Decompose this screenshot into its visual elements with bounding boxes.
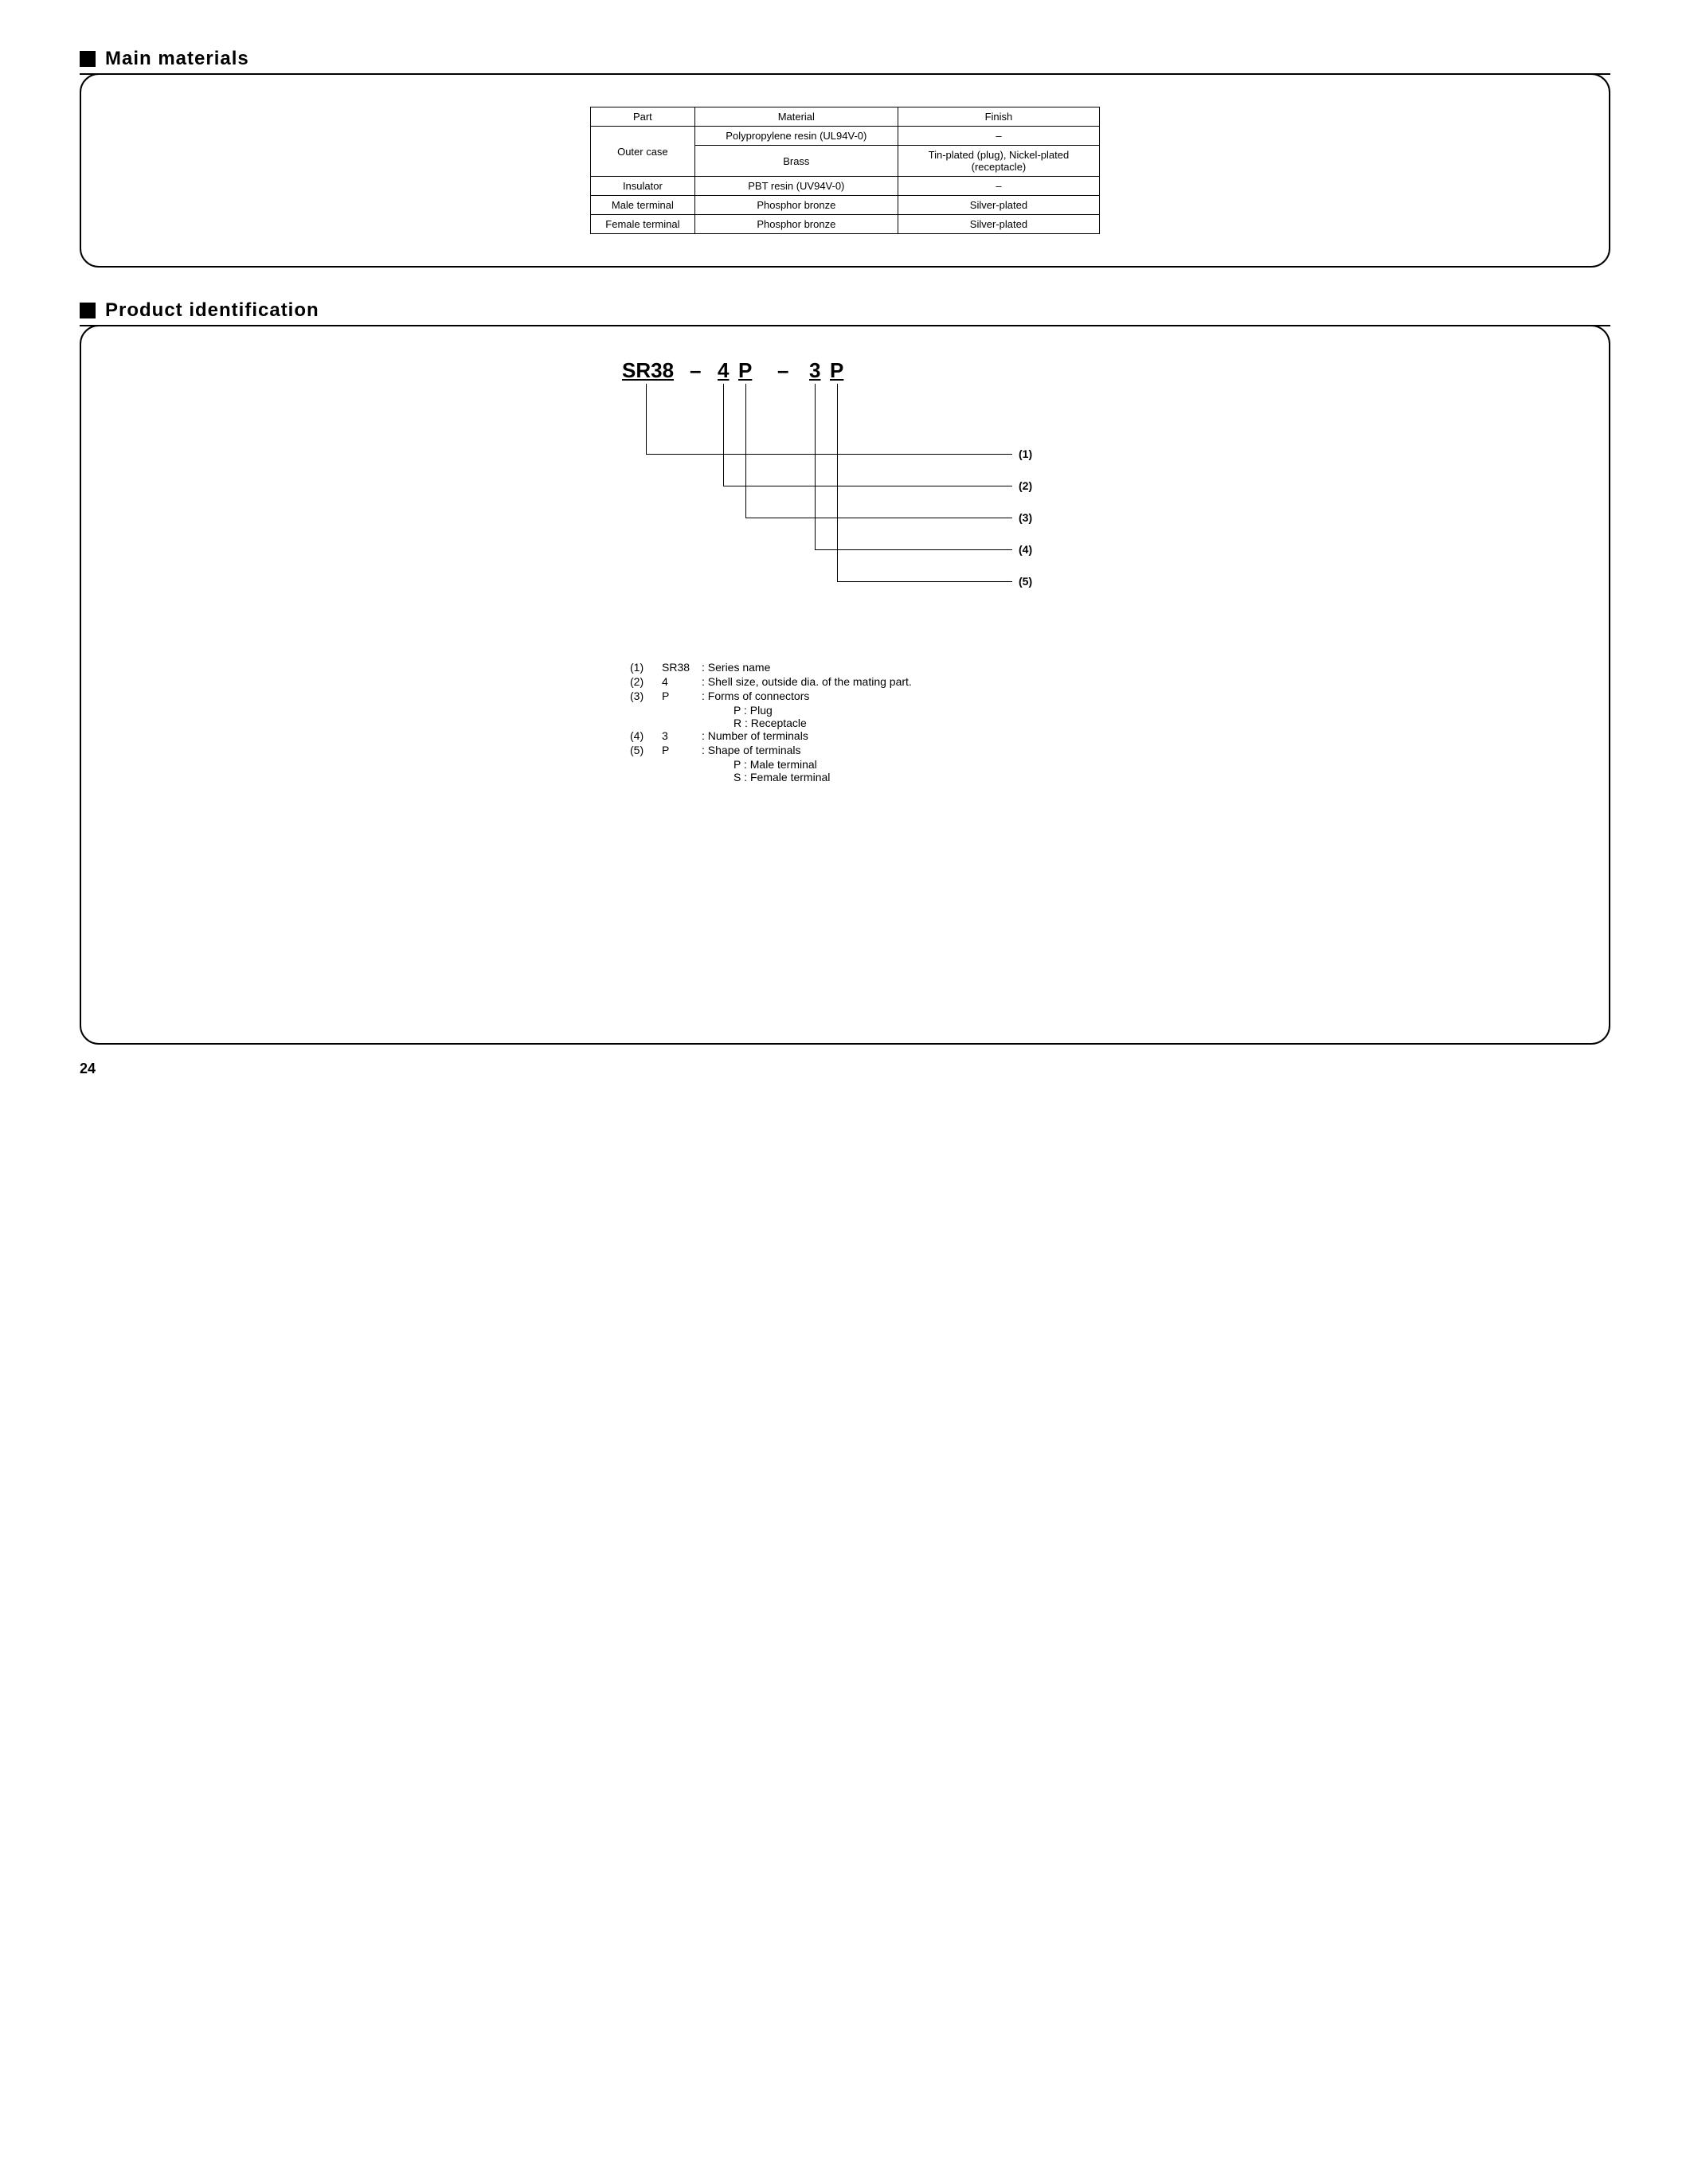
line <box>837 581 1012 582</box>
cell-part: Male terminal <box>591 196 695 215</box>
col-part: Part <box>591 107 695 127</box>
cell-finish: Tin-plated (plug), Nickel-plated (recept… <box>898 146 1099 177</box>
col-finish: Finish <box>898 107 1099 127</box>
legend-num: (5) <box>630 744 662 756</box>
product-id-panel: SR38 – 4 P – 3 P (1) (2) (3) (4) (5) (1) <box>80 325 1610 1045</box>
line <box>723 384 724 486</box>
legend-code: 3 <box>662 729 702 742</box>
code-p3b: P <box>830 358 843 383</box>
col-material: Material <box>694 107 898 127</box>
table-row: Male terminal Phosphor bronze Silver-pla… <box>591 196 1100 215</box>
cell-part: Female terminal <box>591 215 695 234</box>
table-row: Insulator PBT resin (UV94V-0) – <box>591 177 1100 196</box>
code-dash: – <box>777 358 788 383</box>
cell-finish: – <box>898 127 1099 146</box>
legend-desc: : Number of terminals <box>702 729 1060 742</box>
legend-row: (4) 3 : Number of terminals <box>630 729 1060 742</box>
legend-row: (3) P : Forms of connectors <box>630 690 1060 702</box>
legend-sub: P : Male terminal <box>734 758 1060 771</box>
legend-sub: P : Plug <box>734 704 1060 717</box>
callout-3: (3) <box>1019 511 1032 524</box>
product-id-diagram: SR38 – 4 P – 3 P (1) (2) (3) (4) (5) <box>598 358 1092 629</box>
legend-row: (5) P : Shape of terminals <box>630 744 1060 756</box>
code-p2a: 4 <box>718 358 729 383</box>
table-row: Outer case Polypropylene resin (UL94V-0)… <box>591 127 1100 146</box>
code-p3a: 3 <box>809 358 820 383</box>
cell-material: Brass <box>694 146 898 177</box>
table-row: Female terminal Phosphor bronze Silver-p… <box>591 215 1100 234</box>
legend: (1) SR38 : Series name (2) 4 : Shell siz… <box>630 661 1060 783</box>
code-dash: – <box>690 358 701 383</box>
legend-code: 4 <box>662 675 702 688</box>
legend-code: SR38 <box>662 661 702 674</box>
code-p2b: P <box>738 358 752 383</box>
cell-material: Phosphor bronze <box>694 196 898 215</box>
legend-num: (1) <box>630 661 662 674</box>
cell-finish: – <box>898 177 1099 196</box>
section-header-product-id: Product identification <box>80 299 1610 322</box>
line <box>646 384 647 454</box>
cell-finish: Silver-plated <box>898 196 1099 215</box>
section-title-materials: Main materials <box>105 48 249 70</box>
legend-row: (2) 4 : Shell size, outside dia. of the … <box>630 675 1060 688</box>
cell-finish: Silver-plated <box>898 215 1099 234</box>
legend-row: (1) SR38 : Series name <box>630 661 1060 674</box>
line <box>815 384 816 549</box>
materials-panel: Part Material Finish Outer case Polyprop… <box>80 73 1610 268</box>
legend-desc: : Series name <box>702 661 1060 674</box>
legend-num: (3) <box>630 690 662 702</box>
section-header-materials: Main materials <box>80 48 1610 70</box>
legend-num: (2) <box>630 675 662 688</box>
legend-sub: S : Female terminal <box>734 771 1060 783</box>
legend-desc: : Shape of terminals <box>702 744 1060 756</box>
callout-5: (5) <box>1019 575 1032 588</box>
line <box>815 549 1012 550</box>
cell-material: Phosphor bronze <box>694 215 898 234</box>
code-p1: SR38 <box>622 358 674 383</box>
bullet-icon <box>80 51 96 67</box>
line <box>745 384 746 518</box>
legend-desc: : Shell size, outside dia. of the mating… <box>702 675 1060 688</box>
line <box>646 454 1012 455</box>
legend-desc: : Forms of connectors <box>702 690 1060 702</box>
page-number: 24 <box>80 1061 1610 1077</box>
cell-material: PBT resin (UV94V-0) <box>694 177 898 196</box>
cell-material: Polypropylene resin (UL94V-0) <box>694 127 898 146</box>
cell-part: Insulator <box>591 177 695 196</box>
legend-sub: R : Receptacle <box>734 717 1060 729</box>
legend-code: P <box>662 744 702 756</box>
bullet-icon <box>80 303 96 318</box>
materials-table: Part Material Finish Outer case Polyprop… <box>590 107 1100 234</box>
legend-code: P <box>662 690 702 702</box>
callout-4: (4) <box>1019 543 1032 556</box>
callout-1: (1) <box>1019 447 1032 460</box>
cell-part: Outer case <box>591 127 695 177</box>
legend-num: (4) <box>630 729 662 742</box>
line <box>837 384 838 581</box>
callout-2: (2) <box>1019 479 1032 492</box>
section-title-product-id: Product identification <box>105 299 319 322</box>
table-header-row: Part Material Finish <box>591 107 1100 127</box>
